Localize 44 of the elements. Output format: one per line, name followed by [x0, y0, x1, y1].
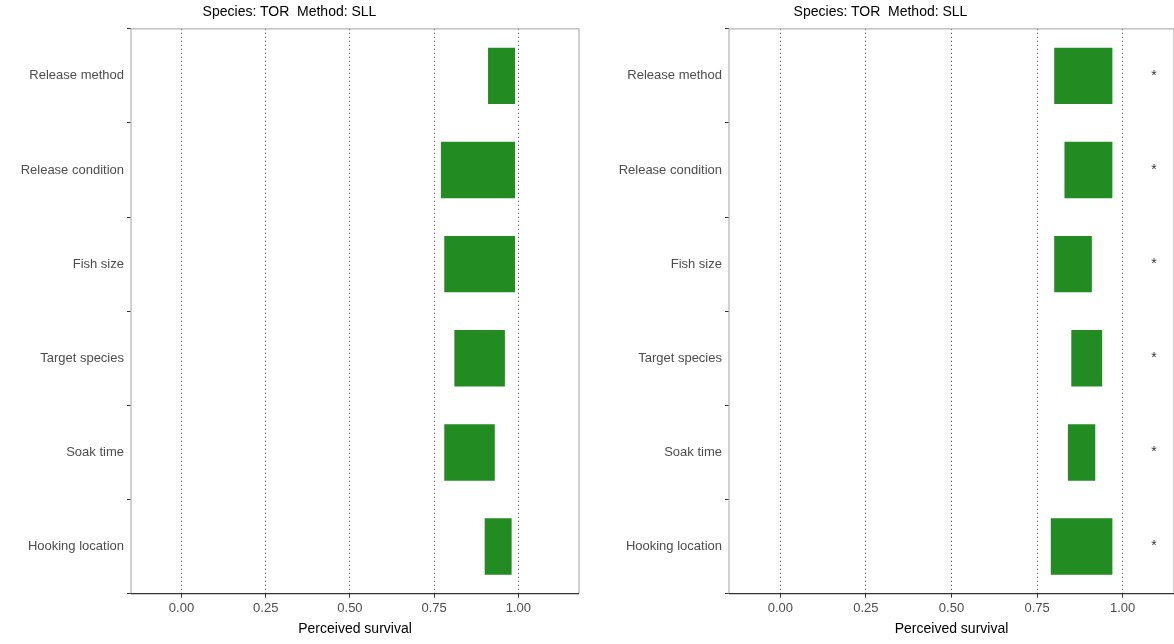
chart-title: Species: TOR Method: SLL	[202, 3, 377, 20]
x-axis-title: Perceived survival	[298, 620, 412, 637]
y-tick-label: Fish size	[670, 255, 722, 271]
y-tick-label: Target species	[638, 349, 723, 365]
bar	[440, 141, 515, 199]
y-tick-label: Hooking location	[27, 538, 124, 554]
y-tick-label: Release method	[627, 67, 722, 83]
bar	[1071, 330, 1103, 387]
y-tick-label: Target species	[40, 349, 125, 365]
x-tick-label: 0.75	[1024, 599, 1050, 615]
y-tick-label: Release condition	[618, 161, 722, 177]
x-tick-label: 0.25	[853, 599, 879, 615]
bar	[488, 47, 515, 105]
bar	[1054, 47, 1113, 105]
x-tick-label: 0.00	[767, 599, 793, 615]
bar	[1067, 424, 1096, 481]
x-axis-title: Perceived survival	[894, 620, 1009, 637]
x-tick-label: 0.50	[938, 599, 965, 615]
y-tick-label: Soak time	[66, 443, 124, 459]
x-tick-label: 0.00	[168, 599, 195, 615]
x-tick-label: 0.25	[253, 599, 279, 615]
x-tick-label: 1.00	[1110, 599, 1136, 615]
bar	[1064, 141, 1113, 199]
y-tick-label: Release condition	[20, 161, 124, 177]
bar	[1054, 235, 1092, 293]
bar	[444, 235, 515, 293]
annotation: *	[1151, 349, 1158, 366]
annotation: *	[1151, 160, 1158, 177]
y-tick-label: Hooking location	[625, 538, 722, 554]
annotation: *	[1151, 66, 1158, 83]
bar	[454, 330, 505, 387]
annotation: *	[1151, 443, 1158, 460]
y-tick-label: Fish size	[72, 255, 124, 271]
bar	[484, 518, 512, 575]
y-tick-label: Release method	[29, 67, 124, 83]
x-tick-label: 0.50	[337, 599, 363, 615]
chart-title: Species: TOR Method: SLL	[793, 3, 968, 20]
y-tick-label: Soak time	[664, 443, 722, 459]
annotation: *	[1151, 537, 1158, 554]
bar	[1050, 518, 1113, 575]
annotation: *	[1151, 254, 1158, 271]
x-tick-label: 0.75	[421, 599, 447, 615]
x-tick-label: 1.00	[505, 599, 532, 615]
bar	[444, 424, 495, 481]
